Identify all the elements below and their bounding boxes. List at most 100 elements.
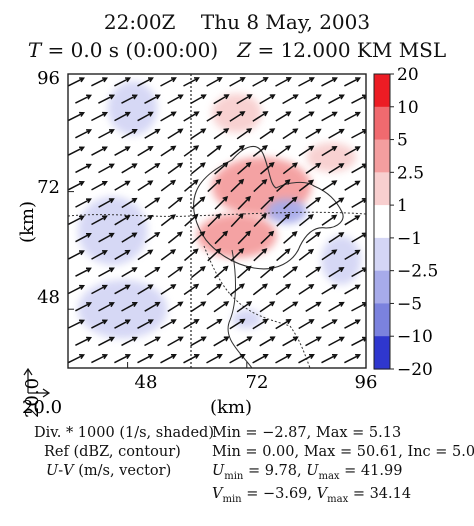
wind-vector (328, 163, 345, 174)
wind-vector (344, 284, 361, 295)
wind-vector (351, 198, 366, 209)
wind-vector (167, 231, 183, 244)
wind-vector (214, 265, 229, 279)
wind-vector (283, 231, 298, 244)
footer-div-stats: Min = −2.87, Max = 5.13 (212, 425, 402, 441)
wind-vector (351, 232, 366, 243)
wind-vector (305, 94, 322, 105)
wind-vector (321, 354, 338, 364)
wind-vector (298, 111, 315, 122)
wind-vector (351, 129, 366, 139)
wind-vector (190, 266, 206, 279)
wind-vector (98, 336, 116, 347)
chart-title: 22:00Z Thu 8 May, 2003 (0, 10, 474, 34)
wind-vector (237, 230, 251, 245)
wind-vector (328, 128, 345, 139)
uv-v-symbol: V (63, 463, 74, 479)
colorbar-swatch (374, 336, 390, 370)
wind-vector (144, 128, 161, 139)
wind-vector (206, 283, 223, 296)
wind-vector (253, 178, 268, 193)
wind-vector (137, 214, 154, 226)
wind-vector (321, 111, 338, 122)
divergence-region (266, 198, 307, 224)
colorbar-tick-label: 10 (397, 98, 419, 118)
divergence-region (321, 235, 362, 285)
wind-vector (298, 319, 315, 330)
wind-vector (75, 267, 92, 277)
wind-vector (305, 266, 322, 278)
uv-dash: - (58, 463, 64, 479)
wind-vector (137, 180, 154, 192)
wind-vector (276, 213, 291, 227)
wind-vector (305, 301, 322, 312)
x-axis-label: (km) (210, 397, 252, 418)
wind-vector (91, 77, 109, 87)
wind-vector (252, 77, 269, 87)
wind-vector (276, 179, 291, 192)
u-min-symbol: U (212, 463, 225, 479)
wind-vector (75, 129, 93, 139)
u-max-symbol: U (306, 463, 319, 479)
wind-vector (191, 230, 206, 244)
wind-vector (229, 353, 246, 364)
wind-vector (206, 111, 223, 122)
wind-vector (260, 230, 275, 245)
colorbar-frame (373, 73, 391, 370)
wind-vector (229, 77, 246, 87)
wind-vector (190, 94, 207, 105)
wind-vector (184, 179, 199, 192)
wind-vector (230, 248, 245, 262)
y-axis-label: (km) (17, 201, 38, 243)
wind-vector (137, 284, 154, 295)
time-label: 22:00Z (103, 10, 176, 34)
wind-vector (114, 146, 131, 156)
v-max-symbol: V (316, 486, 328, 502)
wind-vector (68, 181, 85, 191)
wind-vector (68, 215, 85, 225)
wind-vector (68, 77, 86, 87)
wind-vector (144, 301, 161, 312)
wind-vector (344, 319, 361, 329)
wind-vector (160, 145, 177, 157)
wind-vector (252, 111, 269, 122)
wind-vector (190, 336, 207, 347)
colorbar-swatch (374, 270, 390, 305)
wind-vector (98, 163, 115, 174)
v-min-sub: min (222, 493, 242, 505)
wind-vector (121, 94, 138, 104)
divergence-region (231, 309, 262, 329)
wind-vector (167, 336, 184, 347)
wind-vector (68, 111, 86, 122)
wind-vector (68, 146, 86, 156)
wind-vector (253, 248, 268, 262)
wind-vector (91, 250, 108, 260)
colorbar-labels: 20 10 5 2.5 1 −1 −2.5 −5 −10 −20 (390, 65, 438, 380)
wind-vector (344, 354, 362, 364)
wind-vector (160, 111, 177, 122)
wind-vector (167, 94, 184, 105)
wind-vector (144, 94, 161, 104)
wind-vector (260, 195, 275, 210)
wind-vector (137, 111, 154, 122)
wind-vector (114, 249, 131, 260)
x-tick-96: 96 (355, 372, 378, 393)
corner-axes-icon (23, 367, 51, 398)
wind-vector (91, 180, 108, 191)
wind-vector (351, 302, 366, 312)
wind-vector (282, 336, 299, 347)
uv-u-symbol: U (46, 463, 59, 479)
wind-vector (160, 77, 177, 87)
colorbar-swatch (374, 106, 390, 141)
wind-vector (321, 319, 338, 329)
wind-vector (91, 284, 108, 295)
wind-vector (259, 301, 276, 313)
wind-vector (98, 302, 115, 312)
wind-vector (183, 111, 200, 122)
x-tick-72: 72 (246, 372, 269, 393)
wind-vector (114, 319, 131, 329)
wind-vector (321, 77, 338, 87)
wind-vector (75, 232, 92, 243)
wind-vector (98, 198, 115, 208)
